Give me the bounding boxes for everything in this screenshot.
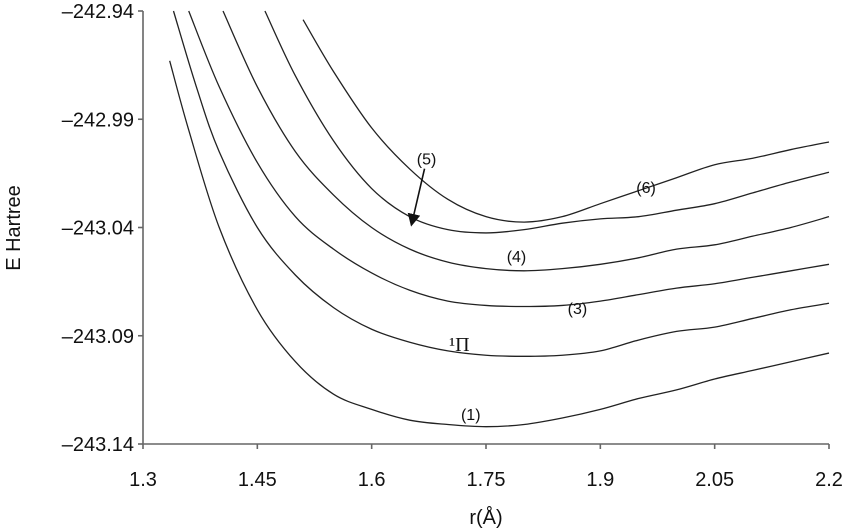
curve-series-5 [302, 19, 830, 223]
arrow-icon [407, 168, 426, 227]
curve-label: (6) [636, 180, 656, 197]
x-axis-title: r(Å) [469, 506, 502, 529]
x-tick-label: 1.45 [238, 469, 277, 491]
curve-series-1 [172, 10, 830, 357]
curve-group [169, 10, 830, 428]
curve-series-3 [222, 10, 830, 272]
y-tick-label: –242.94 [62, 1, 134, 23]
x-tick-label: 1.75 [467, 469, 506, 491]
x-tick-label: 2.05 [695, 469, 734, 491]
curve-series-0 [169, 60, 830, 428]
x-tick-label: 1.6 [358, 469, 386, 491]
y-tick-label: –243.14 [62, 434, 134, 456]
y-axis-title: E Hartree [3, 185, 25, 271]
curve-label: (5) [417, 152, 437, 169]
x-tick-label: 2.2 [815, 469, 843, 491]
x-axis: 1.3 1.45 1.6 1.75 1.9 2.05 2.2 [129, 443, 843, 491]
curve-label: (1) [461, 407, 481, 424]
annotation-group: (5) (6) (4) (3) ¹Π (1) [407, 152, 656, 424]
curve-series-4 [264, 10, 830, 234]
y-tick-label: –243.04 [62, 218, 134, 240]
x-tick-label: 1.3 [129, 469, 157, 491]
y-tick-label: –242.99 [62, 109, 134, 131]
y-axis: –242.94 –242.99 –243.04 –243.09 –243.14 [62, 1, 144, 456]
curve-label: (4) [507, 249, 527, 266]
x-tick-label: 1.9 [586, 469, 614, 491]
curve-label: (3) [568, 301, 588, 318]
y-tick-label: –243.09 [62, 326, 134, 348]
curve-label: ¹Π [449, 334, 469, 356]
curve-series-2 [188, 10, 830, 308]
